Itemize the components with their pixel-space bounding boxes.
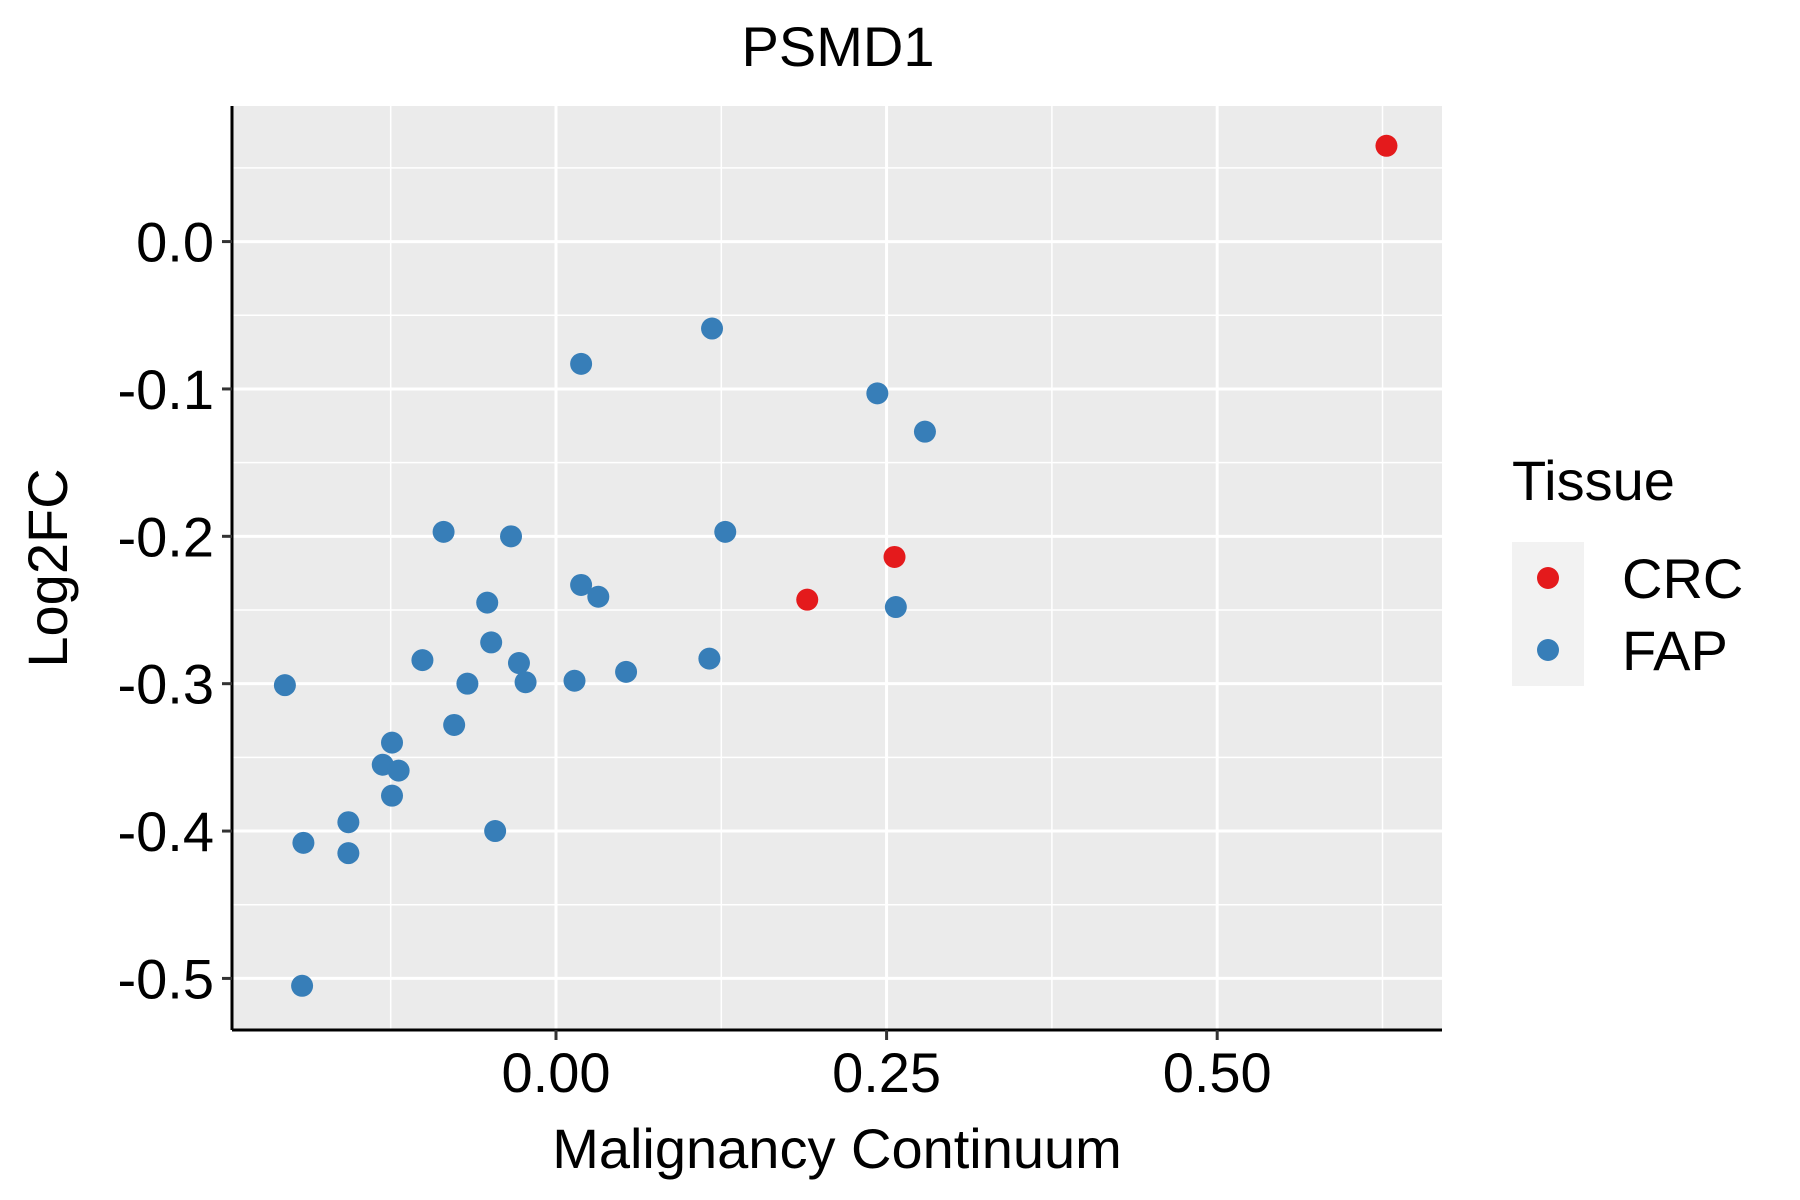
- y-tick-label: -0.4: [118, 800, 215, 863]
- point-fap: [913, 420, 936, 443]
- point-fap: [507, 652, 530, 675]
- legend-title: Tissue: [1512, 449, 1675, 512]
- x-axis-ticks: 0.00 0.25 0.50: [501, 1030, 1272, 1104]
- x-tick-label: 0.25: [832, 1041, 941, 1104]
- legend-fap-label: FAP: [1622, 619, 1728, 682]
- plot-panel: [232, 106, 1442, 1030]
- point-fap: [291, 974, 314, 997]
- point-fap: [484, 820, 507, 843]
- point-fap: [381, 784, 404, 807]
- point-fap: [456, 672, 479, 695]
- point-crc: [883, 545, 906, 568]
- data-points: [273, 134, 1398, 997]
- y-tick-label: -0.1: [118, 358, 215, 421]
- point-fap: [570, 352, 593, 375]
- point-fap: [292, 831, 315, 854]
- x-tick-label: 0.50: [1163, 1041, 1272, 1104]
- chart-title: PSMD1: [742, 15, 935, 78]
- point-fap: [443, 713, 466, 736]
- legend-crc-label: CRC: [1622, 547, 1743, 610]
- point-fap: [701, 317, 724, 340]
- y-tick-label: -0.2: [118, 505, 215, 568]
- point-fap: [273, 674, 296, 697]
- point-fap: [714, 520, 737, 543]
- point-fap: [337, 842, 360, 865]
- point-fap: [480, 631, 503, 654]
- point-fap: [563, 669, 586, 692]
- grid-major: [232, 106, 1442, 1030]
- point-fap: [387, 759, 410, 782]
- point-fap: [570, 573, 593, 596]
- legend: Tissue CRC FAP: [1512, 449, 1743, 686]
- y-tick-label: -0.5: [118, 947, 215, 1010]
- point-crc: [1375, 134, 1398, 157]
- point-fap: [514, 671, 537, 694]
- point-fap: [411, 649, 434, 672]
- point-fap: [615, 660, 638, 683]
- x-axis-title: Malignancy Continuum: [552, 1117, 1122, 1180]
- grid-minor: [232, 106, 1442, 1030]
- point-fap: [432, 520, 455, 543]
- point-crc: [796, 588, 819, 611]
- point-fap: [866, 382, 889, 405]
- point-fap: [698, 647, 721, 670]
- y-axis-ticks: 0.0 -0.1 -0.2 -0.3 -0.4 -0.5: [118, 211, 232, 1010]
- y-axis-title: Log2FC: [16, 468, 79, 667]
- legend-fap-marker: [1537, 639, 1559, 661]
- legend-crc-marker: [1537, 567, 1559, 589]
- point-fap: [587, 585, 610, 608]
- point-fap: [884, 596, 907, 619]
- point-fap: [381, 731, 404, 754]
- y-tick-label: 0.0: [136, 211, 214, 274]
- point-fap: [476, 591, 499, 614]
- x-tick-label: 0.00: [501, 1041, 610, 1104]
- point-fap: [337, 811, 360, 834]
- y-tick-label: -0.3: [118, 653, 215, 716]
- point-fap: [500, 525, 523, 548]
